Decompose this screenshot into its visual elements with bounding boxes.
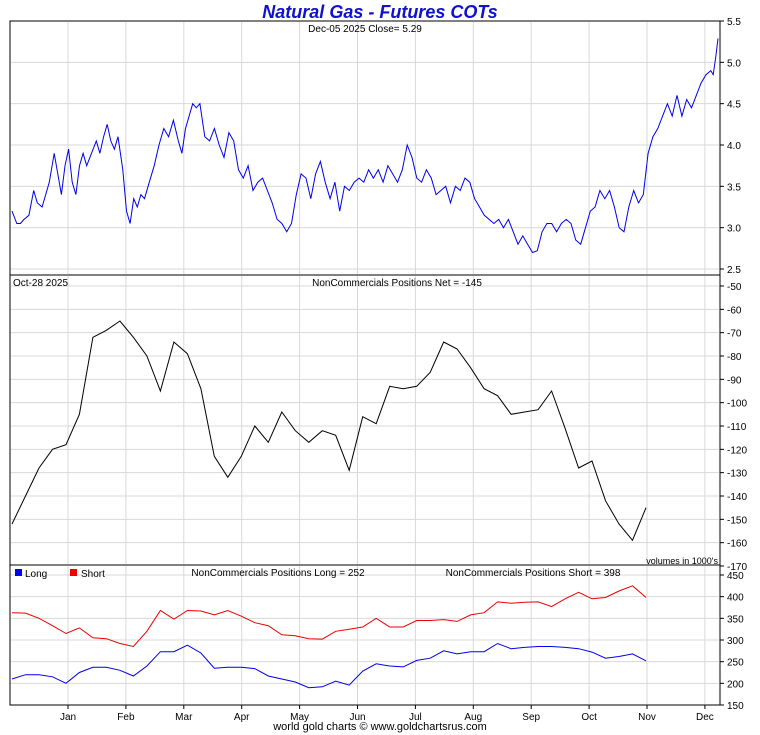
y-tick-label: 4.0 [727, 141, 741, 152]
y-tick-label: 400 [727, 593, 744, 604]
y-tick-label: 2.5 [727, 265, 741, 276]
y-tick-label: 350 [727, 614, 744, 625]
y-tick-label: -90 [727, 375, 742, 386]
price-series-line [11, 38, 719, 254]
y-tick-label: -50 [727, 282, 742, 293]
x-tick-label: Aug [464, 712, 482, 723]
x-tick-label: May [290, 712, 309, 723]
x-tick-label: Sep [522, 712, 540, 723]
y-tick-label: 5.0 [727, 58, 741, 69]
footer-credit: world gold charts © www.goldchartsrus.co… [273, 721, 487, 733]
y-tick-label: -150 [727, 515, 747, 526]
net-header-date: Oct-28 2025 [13, 278, 68, 289]
short-position-label: NonCommercials Positions Short = 398 [446, 568, 621, 579]
y-tick-label: 300 [727, 636, 744, 647]
price-panel-frame [9, 20, 721, 276]
x-tick-label: Jun [349, 712, 365, 723]
series-layer [11, 38, 719, 689]
x-tick-label: Oct [581, 712, 597, 723]
x-tick-label: Mar [175, 712, 193, 723]
legend-long-label: Long [25, 569, 47, 580]
y-tick-label: -170 [727, 562, 747, 573]
y-tick-label: 3.0 [727, 224, 741, 235]
y-tick-label: -160 [727, 539, 747, 550]
x-tick-label: Jan [60, 712, 76, 723]
legend-long-swatch [15, 569, 22, 576]
y-tick-label: 450 [727, 571, 744, 582]
y-tick-label: 250 [727, 658, 744, 669]
x-tick-label: Nov [638, 712, 656, 723]
volumes-note: volumes in 1000's [646, 556, 718, 566]
y-tick-label: -60 [727, 305, 742, 316]
grid-layer [11, 22, 719, 704]
long-series-line [11, 642, 647, 689]
x-tick-label: Jul [409, 712, 422, 723]
long-position-label: NonCommercials Positions Long = 252 [191, 568, 365, 579]
y-tick-label: 4.5 [727, 100, 741, 111]
y-axis-ticks: 2.5 3.0 3.5 4.0 4.5 5.0 5.5 -50 -60 -70 -80 -90 -100… [720, 17, 747, 712]
net-header: NonCommercials Positions Net = -145 [312, 278, 482, 289]
net-series-line [11, 320, 647, 542]
y-tick-label: -70 [727, 329, 742, 340]
x-tick-label: Feb [117, 712, 135, 723]
y-tick-label: 200 [727, 679, 744, 690]
positions-panel-frame [9, 564, 721, 706]
net-panel-frame [9, 274, 721, 566]
chart-title: Natural Gas - Futures COTs [262, 2, 498, 22]
y-tick-label: 150 [727, 701, 744, 712]
y-tick-label: -140 [727, 492, 747, 503]
short-series-line [11, 585, 647, 648]
legend-short-label: Short [81, 569, 105, 580]
y-tick-label: -100 [727, 399, 747, 410]
y-tick-label: -80 [727, 352, 742, 363]
x-tick-label: Apr [234, 712, 250, 723]
x-axis-months: Jan Feb Mar Apr May Jun Jul Aug Sep Oct Nov Dec [60, 705, 714, 723]
y-tick-label: -120 [727, 445, 747, 456]
x-tick-label: Dec [696, 712, 714, 723]
y-tick-label: -110 [727, 422, 747, 433]
legend-short-swatch [70, 569, 77, 576]
y-tick-label: 5.5 [727, 17, 741, 28]
price-header: Dec-05 2025 Close= 5.29 [308, 24, 422, 35]
y-tick-label: -130 [727, 469, 747, 480]
y-tick-label: 3.5 [727, 182, 741, 193]
